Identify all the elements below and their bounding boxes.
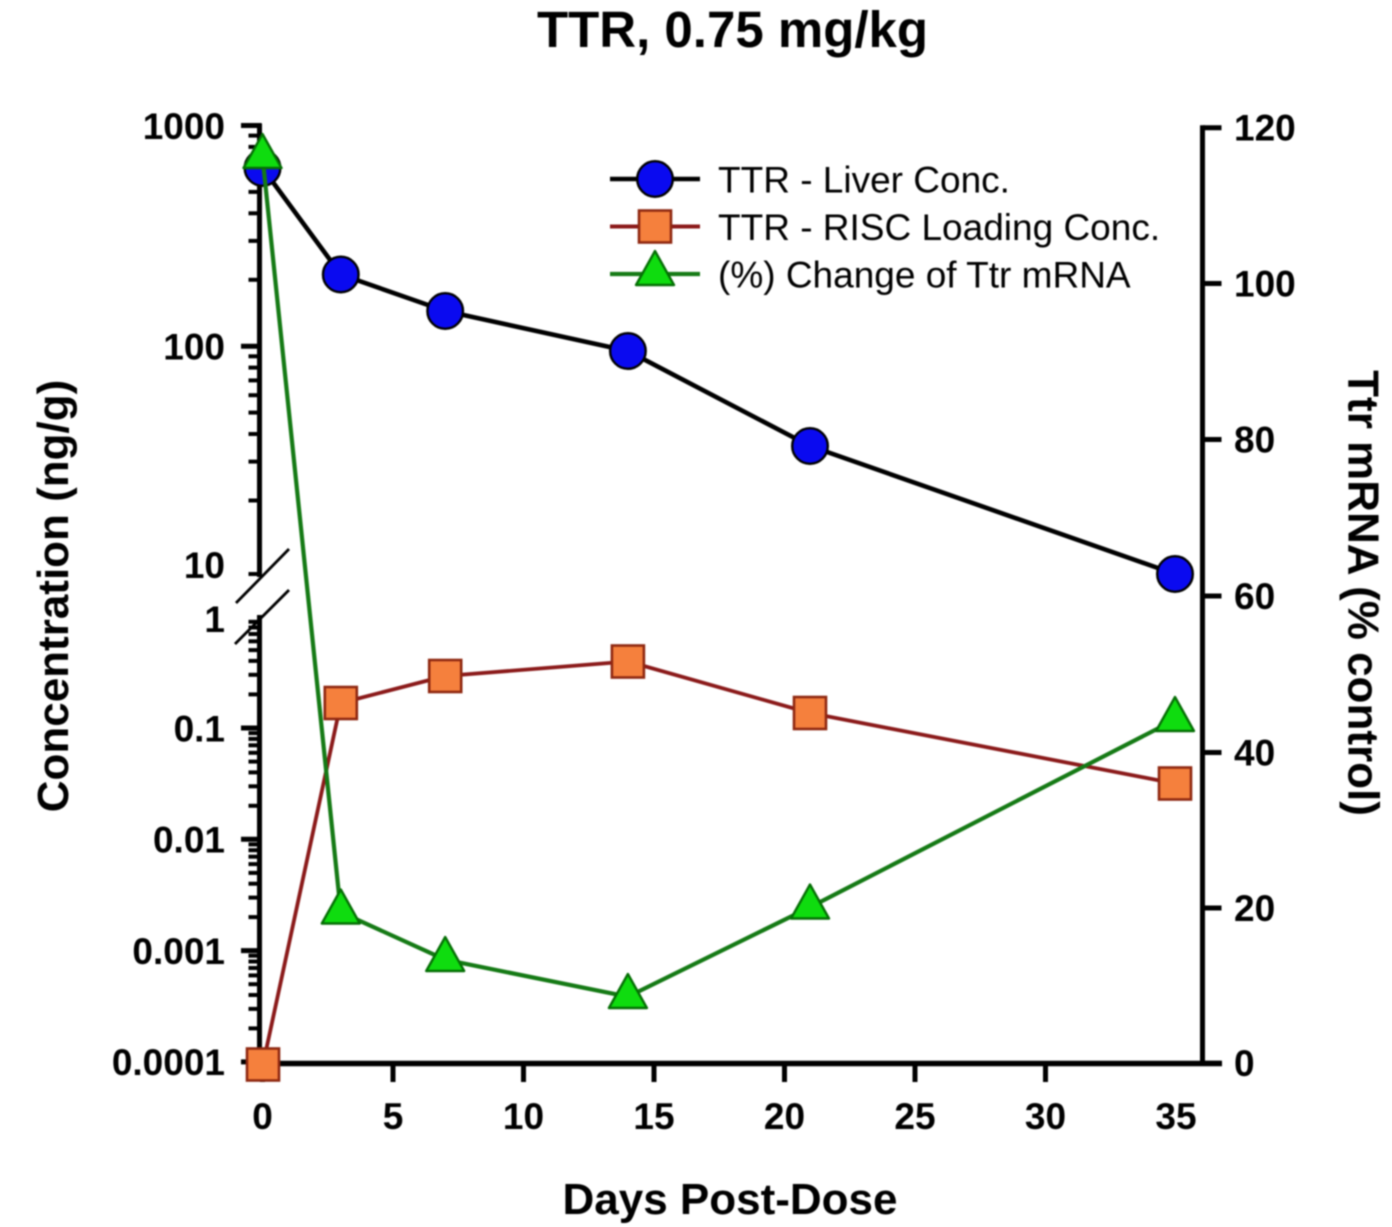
svg-text:40: 40 xyxy=(1234,732,1275,773)
svg-text:80: 80 xyxy=(1234,419,1275,460)
svg-text:20: 20 xyxy=(1234,888,1275,929)
svg-text:0: 0 xyxy=(252,1096,273,1137)
svg-text:Days Post-Dose: Days Post-Dose xyxy=(562,1175,897,1224)
svg-text:TTR, 0.75 mg/kg: TTR, 0.75 mg/kg xyxy=(537,1,928,58)
svg-text:1000: 1000 xyxy=(143,106,225,147)
svg-text:TTR - RISC Loading Conc.: TTR - RISC Loading Conc. xyxy=(718,207,1160,248)
svg-text:30: 30 xyxy=(1025,1096,1066,1137)
svg-text:100: 100 xyxy=(1234,263,1296,304)
svg-text:Ttr mRNA (% control): Ttr mRNA (% control) xyxy=(1339,370,1388,816)
svg-text:100: 100 xyxy=(163,327,225,368)
svg-text:Concentration (ng/g): Concentration (ng/g) xyxy=(29,380,78,813)
svg-text:5: 5 xyxy=(383,1096,404,1137)
svg-text:0: 0 xyxy=(1234,1043,1255,1084)
svg-text:0.0001: 0.0001 xyxy=(112,1042,225,1083)
svg-text:25: 25 xyxy=(894,1096,935,1137)
svg-text:120: 120 xyxy=(1234,108,1296,149)
svg-text:1: 1 xyxy=(204,599,225,640)
svg-text:(%) Change of Ttr mRNA: (%) Change of Ttr mRNA xyxy=(718,254,1131,295)
svg-text:60: 60 xyxy=(1234,576,1275,617)
svg-text:15: 15 xyxy=(633,1096,674,1137)
svg-text:0.1: 0.1 xyxy=(174,708,225,749)
svg-text:0.001: 0.001 xyxy=(132,931,225,972)
svg-text:TTR - Liver Conc.: TTR - Liver Conc. xyxy=(718,159,1010,200)
svg-text:10: 10 xyxy=(503,1096,544,1137)
svg-text:0.01: 0.01 xyxy=(153,820,225,861)
svg-text:35: 35 xyxy=(1155,1096,1196,1137)
svg-text:20: 20 xyxy=(764,1096,805,1137)
svg-text:10: 10 xyxy=(184,545,225,586)
